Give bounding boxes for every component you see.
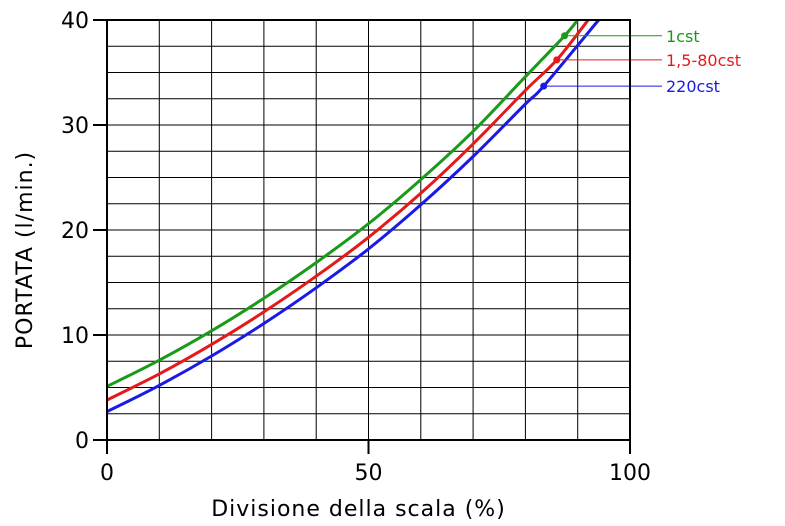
y-tick-label: 10 [61, 324, 89, 349]
y-tick-label: 0 [75, 429, 89, 454]
y-axis-label: PORTATA (l/min.) [13, 151, 38, 349]
series-line-1-5-80cst [106, 19, 590, 402]
series-layer [106, 19, 600, 413]
series-line-1cst [106, 19, 579, 388]
legend-label-1cst: 1cst [666, 27, 700, 46]
x-tick-label: 0 [100, 461, 114, 486]
y-tick-label: 40 [61, 9, 89, 34]
series-line-220cst [106, 19, 600, 413]
legend-label-1-5-80cst: 1,5-80cst [666, 51, 741, 70]
legend-label-220cst: 220cst [666, 77, 720, 96]
grid [107, 20, 630, 440]
x-tick-label: 100 [609, 461, 651, 486]
legend: 1cst 1,5-80cst 220cst [540, 27, 741, 96]
tick-labels: 0 10 20 30 40 0 50 100 [61, 9, 651, 486]
x-tick-label: 50 [355, 461, 383, 486]
y-tick-label: 20 [61, 219, 89, 244]
axes [93, 19, 631, 454]
x-axis-label: Divisione della scala (%) [211, 497, 506, 522]
y-tick-label: 30 [61, 114, 89, 139]
